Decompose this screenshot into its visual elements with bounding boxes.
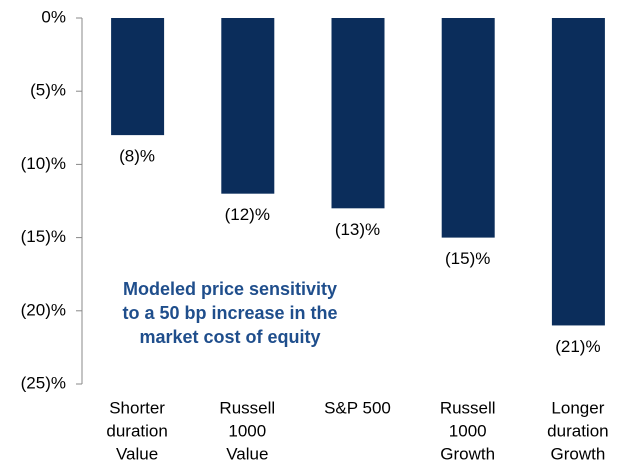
y-tick-label: (10)% [21, 154, 66, 173]
bar [221, 18, 275, 194]
y-tick-label: (20)% [21, 300, 66, 319]
y-tick-label: (15)% [21, 227, 66, 246]
x-tick-label: Shorter [109, 398, 165, 417]
x-tick-label: Russell [219, 398, 275, 417]
x-tick-label: duration [547, 421, 608, 440]
x-tick-label: 1000 [449, 421, 487, 440]
x-tick-label: Russell [440, 398, 496, 417]
value-label: (13)% [335, 220, 380, 239]
value-label: (12)% [225, 205, 270, 224]
y-tick-label: 0% [41, 7, 66, 26]
annotation: Modeled price sensitivity [123, 279, 337, 299]
x-tick-label: 1000 [228, 421, 266, 440]
x-tick-label: duration [106, 421, 167, 440]
value-label: (15)% [445, 249, 490, 268]
bar [331, 18, 385, 209]
bar [441, 18, 495, 238]
bar [111, 18, 165, 136]
x-tick-label: S&P 500 [324, 398, 391, 417]
annotation: to a 50 bp increase in the [122, 303, 337, 323]
value-label: (21)% [555, 337, 600, 356]
x-tick-label: Longer [551, 398, 604, 417]
y-tick-label: (5)% [30, 81, 66, 100]
x-tick-label: Growth [440, 444, 495, 463]
x-tick-label: Value [226, 444, 268, 463]
bar [551, 18, 605, 326]
value-label: (8)% [119, 147, 155, 166]
y-tick-label: (25)% [21, 373, 66, 392]
x-tick-label: Growth [551, 444, 606, 463]
annotation: market cost of equity [139, 327, 320, 347]
x-tick-label: Value [116, 444, 158, 463]
